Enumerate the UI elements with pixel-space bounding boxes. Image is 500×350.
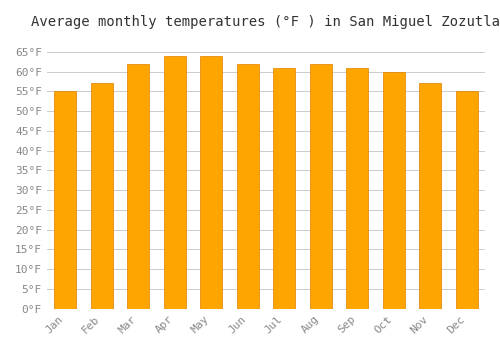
Bar (420, 83, 441, 309)
Bar (310, 64, 332, 309)
Bar (236, 64, 258, 309)
Bar (164, 56, 186, 309)
Bar (273, 68, 295, 309)
Bar (54, 91, 76, 309)
Bar (127, 64, 149, 309)
Title: Average monthly temperatures (°F ) in San Miguel Zozutla: Average monthly temperatures (°F ) in Sa… (32, 15, 500, 29)
Bar (90, 83, 112, 309)
Bar (346, 68, 368, 309)
Bar (200, 56, 222, 309)
Bar (456, 91, 477, 309)
Bar (383, 71, 404, 309)
